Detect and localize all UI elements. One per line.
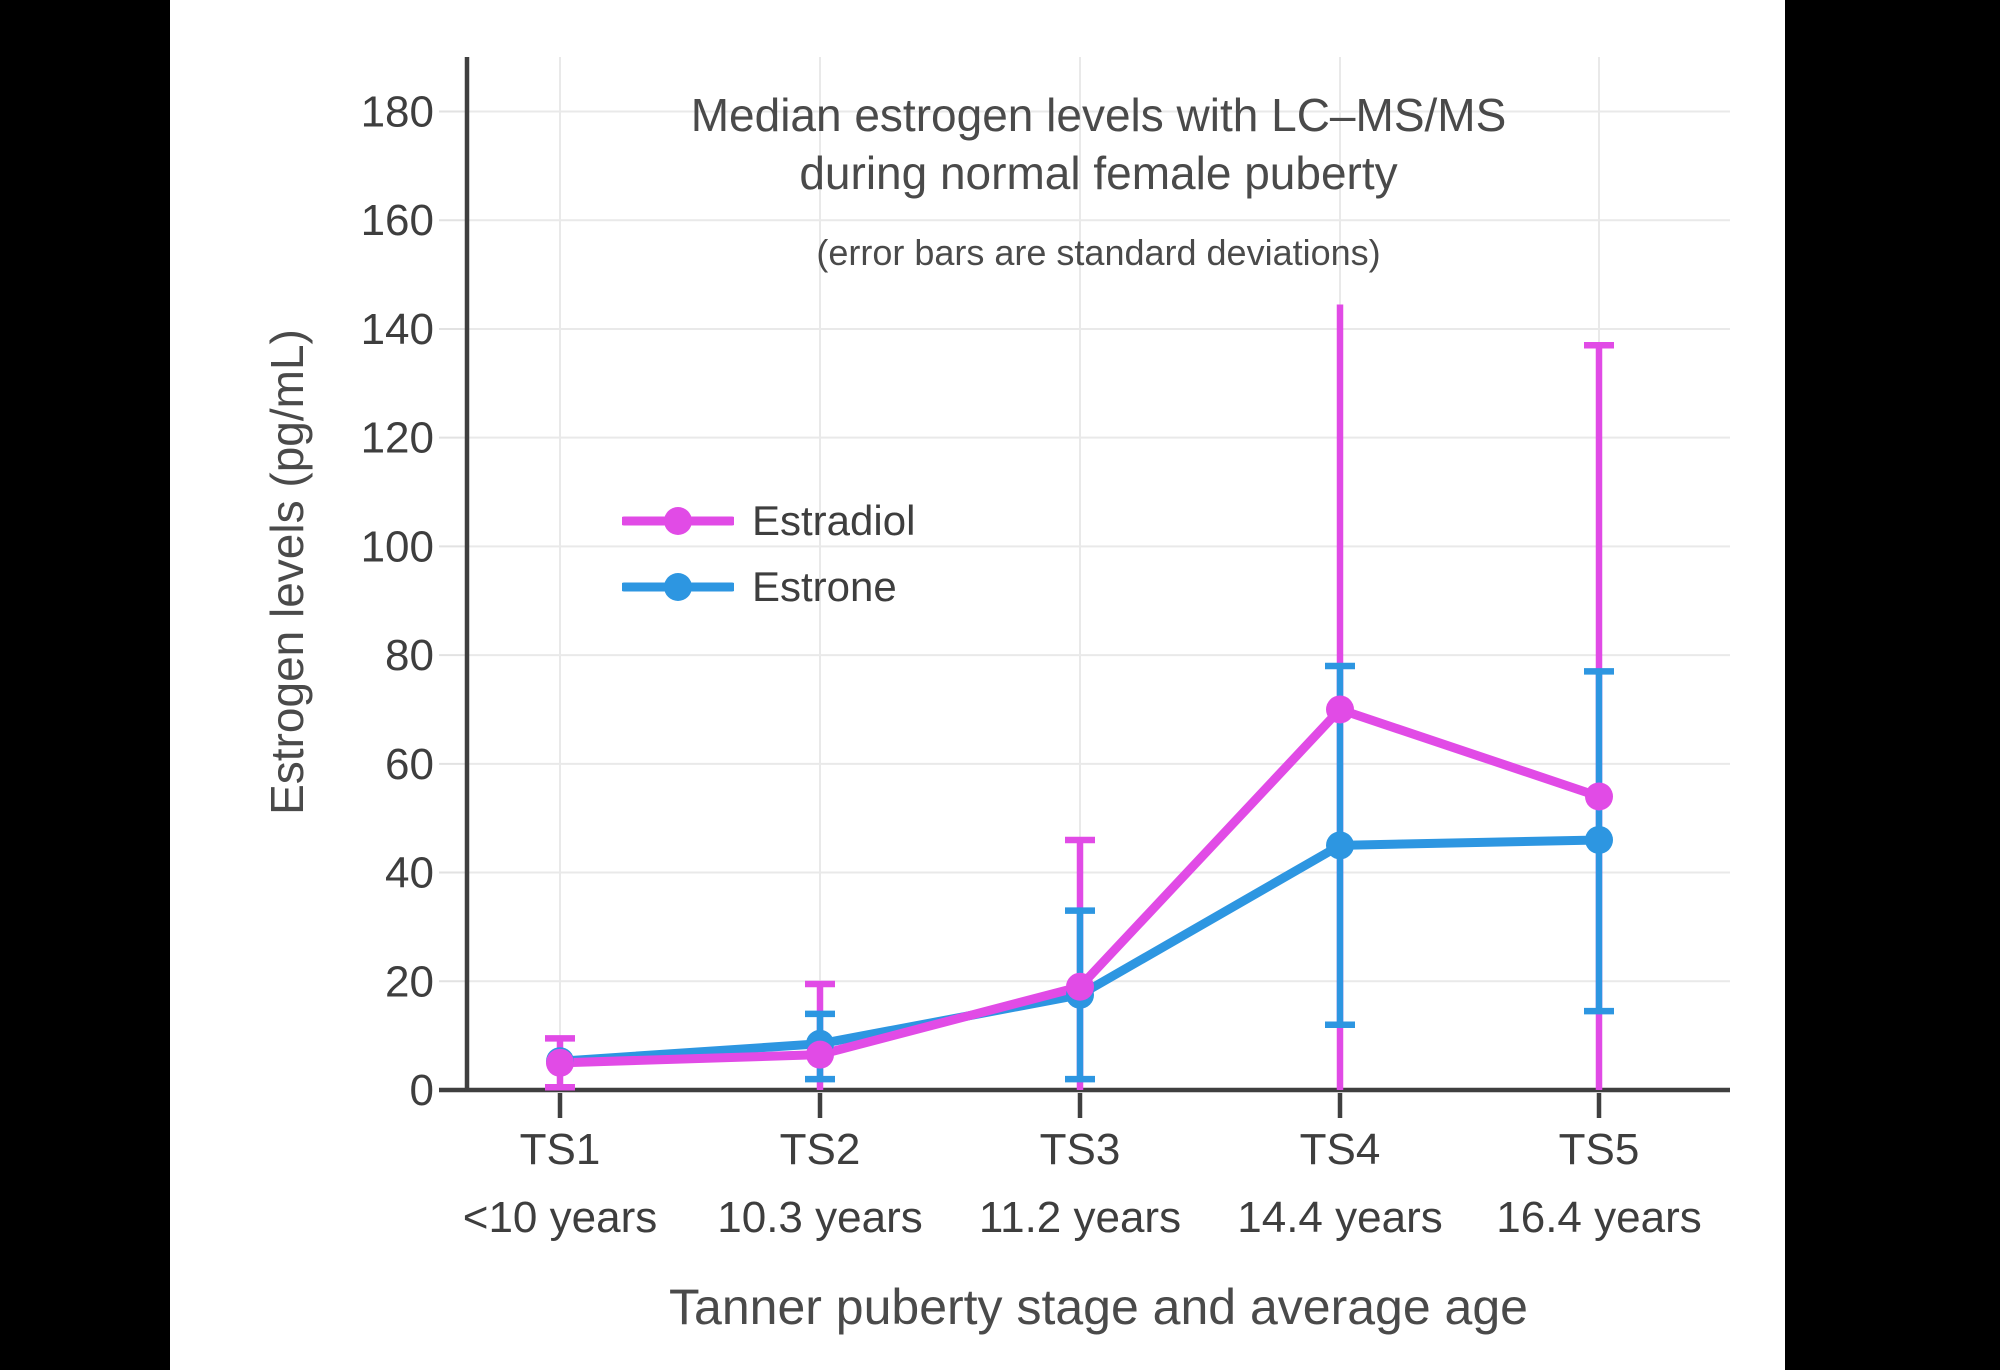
left-black-bar [0, 0, 170, 1370]
chart-title-line2: during normal female puberty [799, 147, 1398, 199]
legend-label-estrone: Estrone [752, 563, 897, 610]
x-tick-label: TS3 [1040, 1125, 1121, 1174]
y-tick-label: 0 [410, 1066, 434, 1115]
x-axis-title: Tanner puberty stage and average age [669, 1279, 1528, 1335]
x-tick-sublabel: 14.4 years [1237, 1193, 1442, 1242]
legend-swatch-estrone [622, 573, 734, 601]
data-point-estradiol-ts4 [1326, 695, 1354, 724]
y-tick-label: 60 [385, 740, 434, 789]
legend: Estradiol Estrone [622, 488, 915, 620]
y-tick-label: 180 [361, 88, 434, 137]
legend-swatch-estradiol [622, 507, 734, 535]
legend-marker-0 [664, 507, 692, 535]
y-tick-label: 100 [361, 522, 434, 571]
x-tick-sublabel: 11.2 years [979, 1193, 1181, 1242]
data-point-estradiol-ts5 [1585, 782, 1613, 811]
y-tick-label: 120 [361, 414, 434, 463]
x-tick-label: TS5 [1559, 1125, 1640, 1174]
legend-marker-1 [664, 573, 692, 601]
x-tick-label: TS4 [1300, 1125, 1381, 1174]
x-tick-sublabel: <10 years [463, 1193, 657, 1242]
y-tick-label: 20 [385, 957, 434, 1006]
chart-title-line1: Median estrogen levels with LC–MS/MS [690, 89, 1507, 141]
data-point-estradiol-ts3 [1066, 972, 1094, 1001]
data-point-estrone-ts5 [1585, 825, 1613, 854]
x-tick-sublabel: 16.4 years [1496, 1193, 1701, 1242]
data-point-estradiol-ts2 [806, 1040, 834, 1069]
legend-item-estradiol: Estradiol [622, 488, 915, 554]
y-tick-label: 40 [385, 849, 434, 898]
y-tick-label: 80 [385, 631, 434, 680]
x-tick-label: TS2 [780, 1125, 861, 1174]
x-tick-label: TS1 [520, 1125, 601, 1174]
chart-panel [170, 0, 1785, 1370]
y-tick-label: 160 [361, 196, 434, 245]
right-black-bar [1785, 0, 2000, 1370]
y-axis-title: Estrogen levels (pg/mL) [261, 329, 313, 815]
data-point-estradiol-ts1 [546, 1048, 574, 1077]
legend-item-estrone: Estrone [622, 554, 915, 620]
y-tick-label: 140 [361, 305, 434, 354]
data-point-estrone-ts4 [1326, 831, 1354, 860]
chart-subtitle: (error bars are standard deviations) [816, 232, 1381, 273]
legend-label-estradiol: Estradiol [752, 497, 916, 544]
x-tick-sublabel: 10.3 years [717, 1193, 922, 1242]
